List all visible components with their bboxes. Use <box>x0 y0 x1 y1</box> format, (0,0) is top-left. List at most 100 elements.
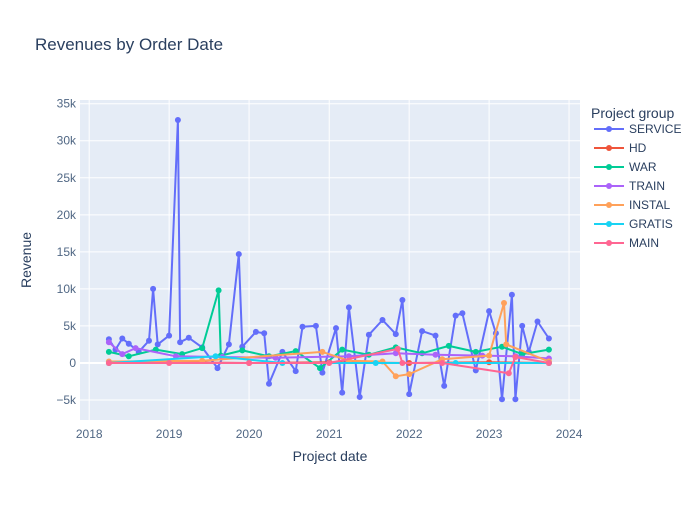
data-point <box>419 328 426 335</box>
data-point <box>472 348 479 355</box>
data-point <box>215 287 222 294</box>
legend-label: MAIN <box>629 236 659 250</box>
x-tick-label: 2021 <box>316 427 343 441</box>
data-point <box>459 310 466 317</box>
data-point <box>312 322 319 329</box>
data-point <box>486 308 493 315</box>
data-point <box>150 285 157 292</box>
x-tick-label: 2023 <box>476 427 503 441</box>
legend-item-train[interactable]: TRAIN <box>594 179 665 193</box>
x-tick-label: 2024 <box>556 427 583 441</box>
data-point <box>372 360 379 366</box>
data-point <box>432 332 439 339</box>
data-point <box>214 365 221 372</box>
data-point <box>394 345 401 352</box>
data-point <box>545 360 552 366</box>
data-point <box>246 360 253 366</box>
series-line <box>108 347 550 375</box>
data-point <box>452 312 459 319</box>
legend-item-service[interactable]: SERVICE <box>594 122 681 136</box>
legend-label: HD <box>629 141 647 155</box>
data-point <box>365 331 372 338</box>
data-point <box>261 330 268 337</box>
data-point <box>512 396 519 403</box>
data-point <box>501 300 507 306</box>
data-point <box>319 348 326 355</box>
legend-swatch-marker <box>606 183 612 189</box>
data-point <box>292 368 299 375</box>
data-point <box>505 370 512 377</box>
data-point <box>177 339 184 346</box>
data-point <box>119 335 126 342</box>
legend-swatch-marker <box>606 221 612 227</box>
y-tick-label: 20k <box>57 208 77 222</box>
data-point <box>392 331 399 338</box>
data-point <box>486 352 493 359</box>
legend-item-gratis[interactable]: GRATIS <box>594 217 673 231</box>
data-point <box>406 371 413 378</box>
y-tick-label: 30k <box>57 134 77 148</box>
legend-label: WAR <box>629 160 657 174</box>
data-point <box>406 391 413 398</box>
data-point <box>399 297 406 303</box>
data-point <box>345 304 352 311</box>
legend-item-instal[interactable]: INSTAL <box>594 198 670 212</box>
legend-swatch-marker <box>606 164 612 170</box>
x-axis-label: Project date <box>293 448 368 464</box>
x-tick-label: 2020 <box>236 427 263 441</box>
data-point <box>545 346 552 353</box>
data-point <box>199 345 206 352</box>
data-point <box>166 360 173 366</box>
data-point <box>519 322 526 329</box>
legend-label: SERVICE <box>629 122 681 136</box>
series-line <box>108 289 550 370</box>
data-point <box>132 345 139 352</box>
legend-swatch-marker <box>606 202 612 208</box>
data-point <box>439 360 446 366</box>
data-point <box>174 117 181 123</box>
y-axis-ticks: −5k 0 5k 10k 15k 20k 25k 30k 35k <box>56 97 77 407</box>
data-point <box>326 360 333 366</box>
legend-item-war[interactable]: WAR <box>594 160 657 174</box>
y-tick-label: 10k <box>57 282 77 296</box>
data-point <box>105 348 112 355</box>
x-axis-ticks: 2018 2019 2020 2021 2022 2023 2024 <box>76 427 583 441</box>
data-point <box>105 339 112 346</box>
data-point <box>166 332 173 339</box>
data-point <box>512 354 519 360</box>
data-point <box>356 394 363 400</box>
data-point <box>125 340 132 347</box>
data-point <box>333 325 339 332</box>
data-point <box>292 348 299 355</box>
data-point <box>225 341 232 348</box>
data-point <box>212 353 219 360</box>
x-tick-label: 2022 <box>396 427 423 441</box>
legend-item-hd[interactable]: HD <box>594 141 647 155</box>
x-tick-label: 2018 <box>76 427 103 441</box>
legend-swatch-marker <box>606 126 612 132</box>
x-tick-label: 2019 <box>156 427 183 441</box>
data-point <box>534 318 541 325</box>
y-tick-label: 0 <box>69 356 76 370</box>
legend-label: GRATIS <box>629 217 673 231</box>
data-point <box>317 365 323 372</box>
y-tick-label: 25k <box>57 171 77 185</box>
data-point <box>503 341 510 348</box>
series-war <box>105 287 552 372</box>
y-tick-label: −5k <box>56 393 77 407</box>
legend[interactable]: Project group SERVICE HD WAR TRAIN INSTAL GRA… <box>591 105 681 250</box>
y-tick-label: 35k <box>57 97 77 111</box>
legend-title: Project group <box>591 105 674 121</box>
series-service <box>105 117 552 403</box>
data-point <box>299 323 306 330</box>
data-point <box>519 351 526 358</box>
series-layer <box>105 117 552 403</box>
data-point <box>125 353 132 360</box>
y-tick-label: 5k <box>63 319 77 333</box>
data-point <box>319 369 326 376</box>
y-tick-label: 15k <box>57 245 77 259</box>
data-point <box>508 291 515 298</box>
legend-item-main[interactable]: MAIN <box>594 236 659 250</box>
data-point <box>339 346 346 353</box>
